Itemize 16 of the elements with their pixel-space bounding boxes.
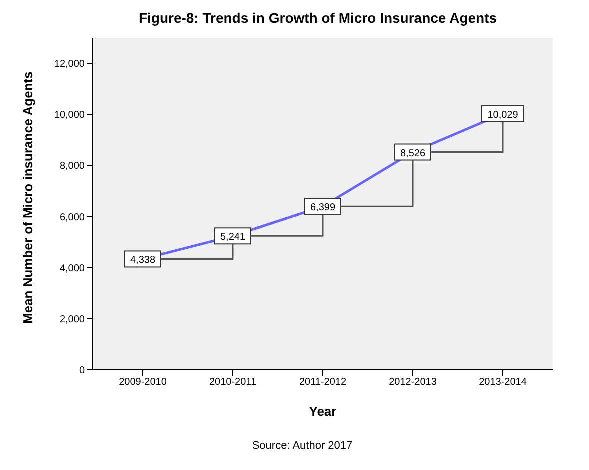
source-note: Source: Author 2017 [251, 440, 354, 452]
chart-title: Figure-8: Trends in Growth of Micro Insurance Agents [138, 10, 498, 26]
y-tick-label: 6,000 [60, 212, 86, 224]
y-axis-title: Mean Number of Micro insurance Agents [20, 72, 36, 324]
x-tick-label: 2009-2010 [119, 377, 168, 388]
x-axis-title: Year [309, 404, 337, 419]
y-tick-label: 8,000 [60, 161, 86, 172]
y-tick-label: 12,000 [54, 59, 86, 70]
y-tick-label: 10,000 [54, 110, 86, 122]
x-tick-label: 2010-2011 [209, 377, 257, 388]
y-tick-label: 0 [79, 366, 86, 377]
x-tick-label: 2012-2013 [389, 377, 438, 388]
y-tick-label: 4,000 [60, 263, 86, 274]
x-tick-label: 2013-2014 [479, 377, 528, 388]
x-tick-label: 2011-2012 [299, 377, 347, 388]
y-tick-label: 2,000 [60, 314, 86, 326]
